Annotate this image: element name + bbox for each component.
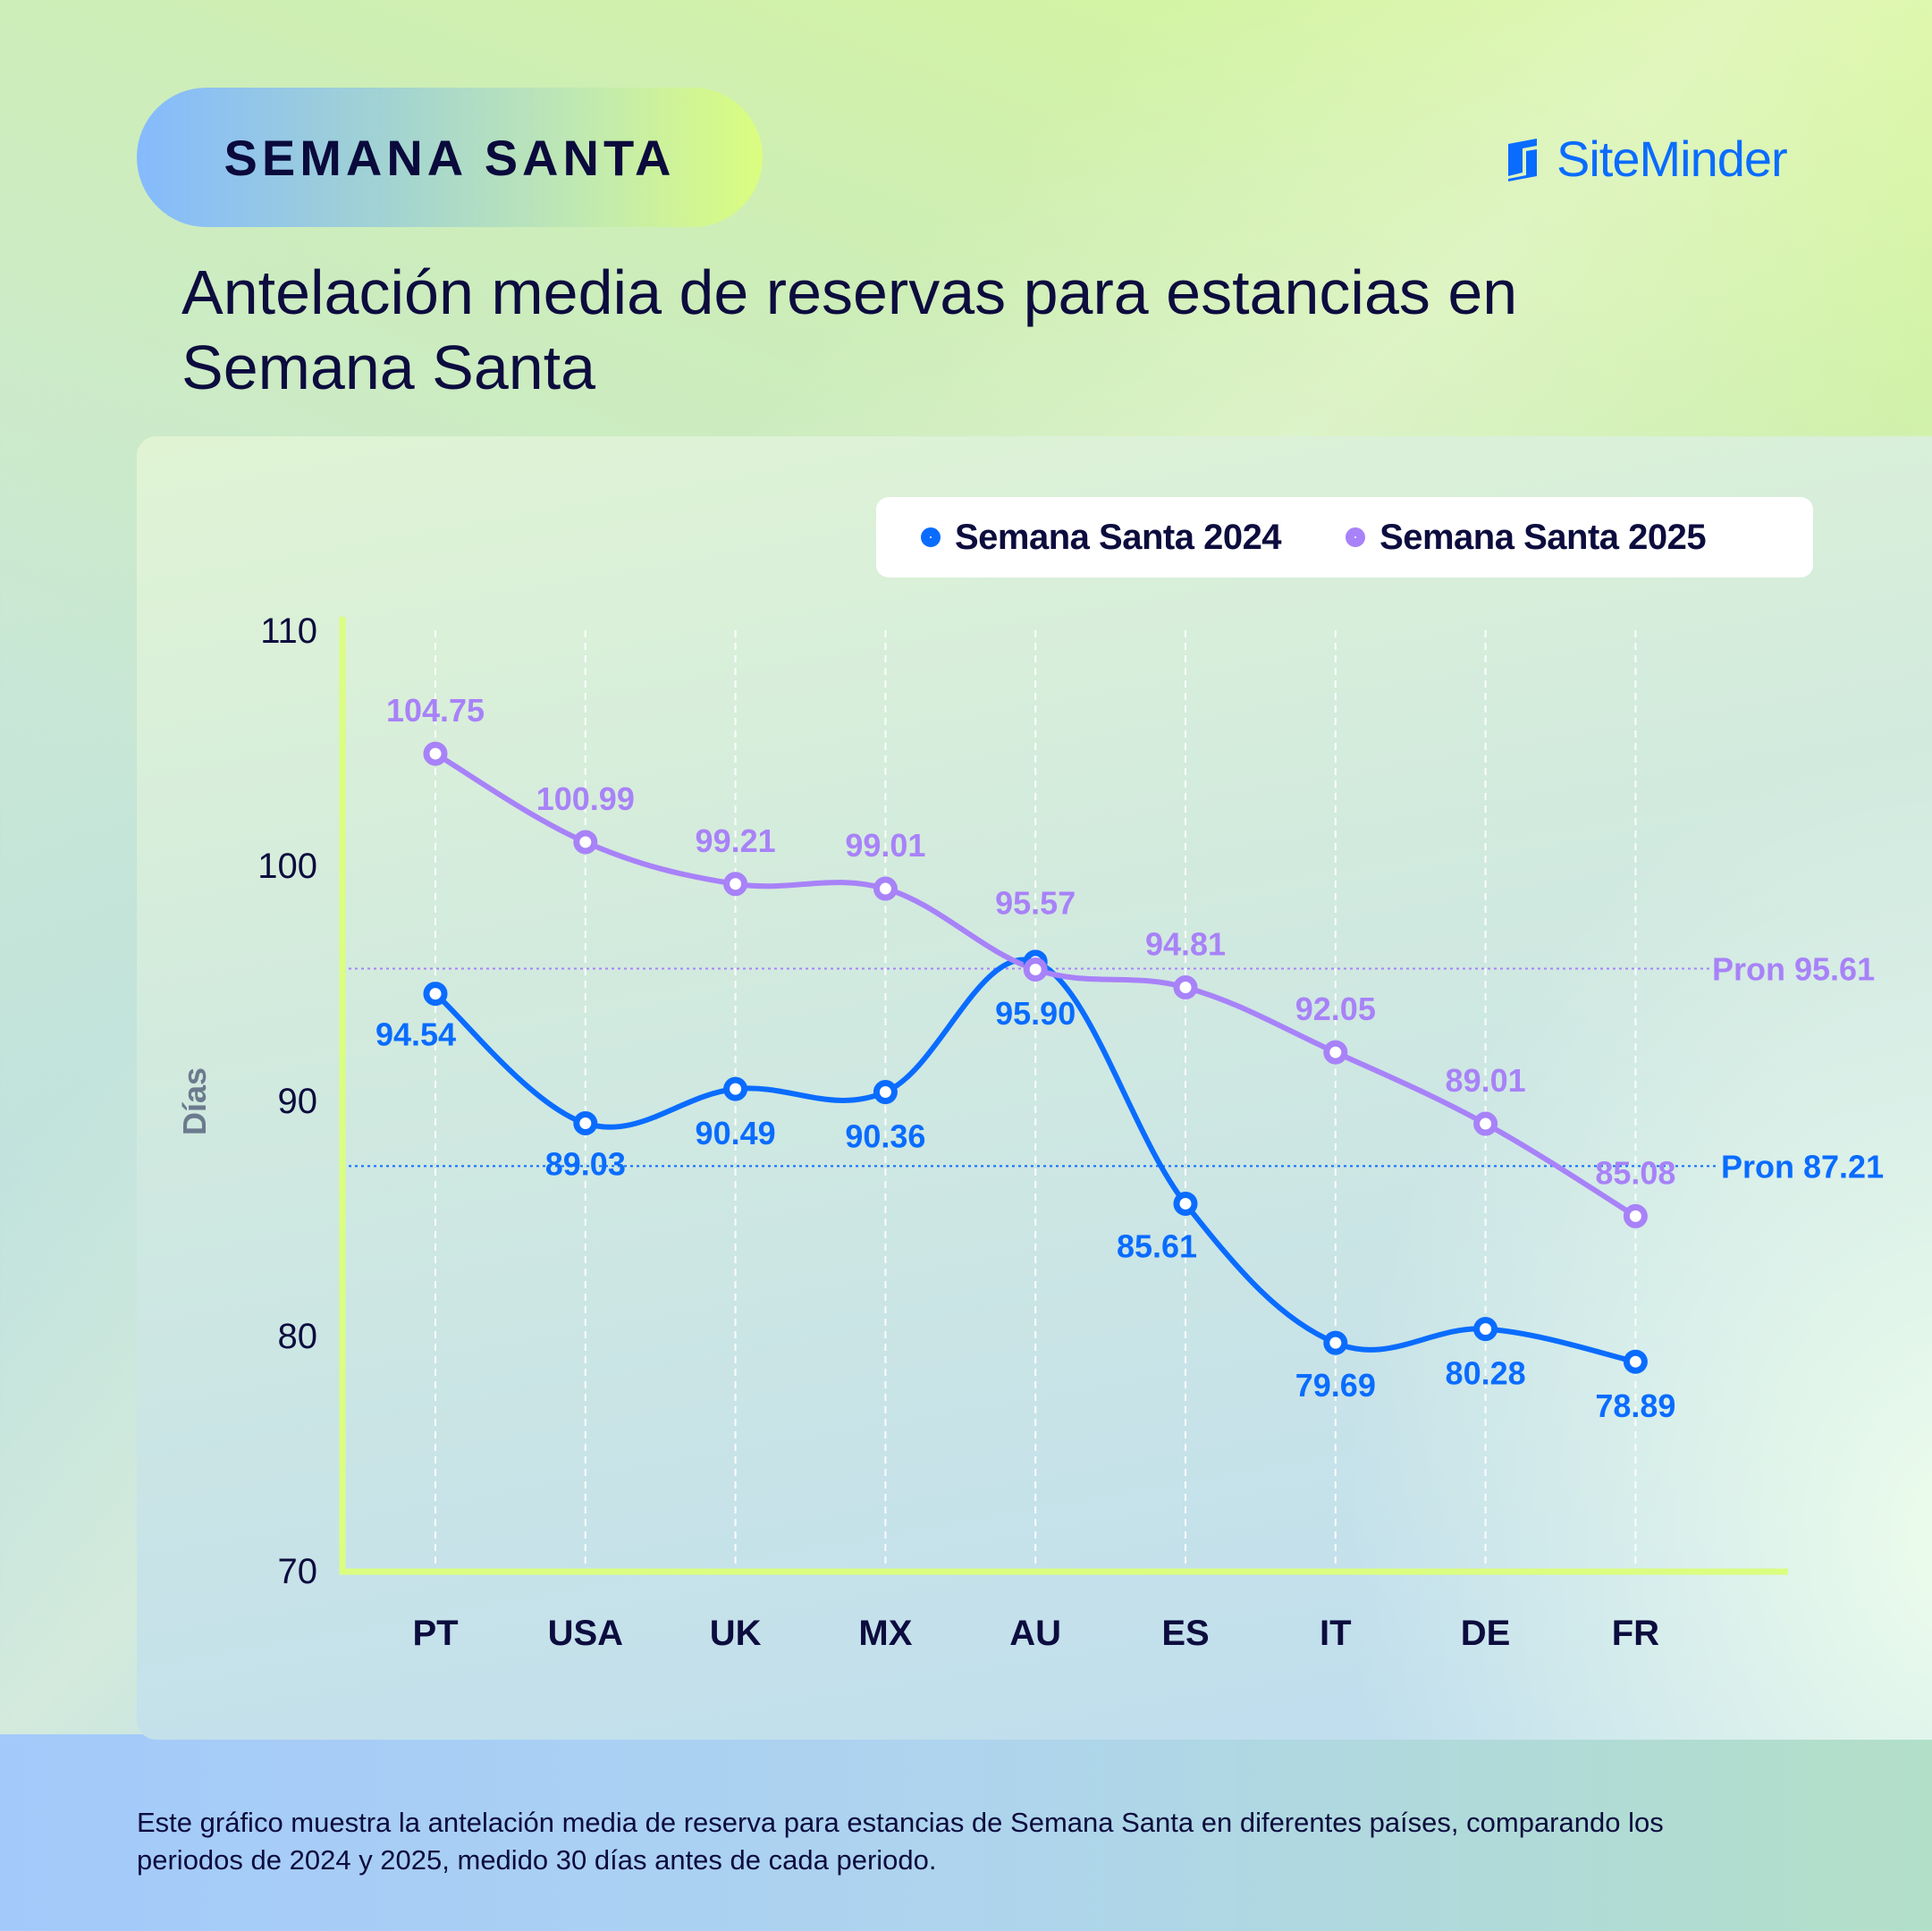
data-point-2024-usa — [573, 1111, 598, 1136]
footnote-line-1: Este gráfico muestra la antelación media… — [137, 1807, 1664, 1838]
reference-lines: Pron 95.61 Pron 87.21 — [342, 950, 1884, 1185]
y-tick-label: 100 — [257, 847, 317, 886]
y-tick-label: 80 — [278, 1317, 318, 1356]
data-label-2024-usa: 89.03 — [545, 1146, 626, 1183]
data-label-2024-fr: 78.89 — [1595, 1387, 1675, 1424]
x-tick-label: FR — [1612, 1614, 1659, 1653]
page-title: Antelación media de reservas para estanc… — [181, 255, 1612, 405]
data-label-2024-pt: 94.54 — [375, 1016, 456, 1053]
data-label-2024-it: 79.69 — [1295, 1367, 1376, 1404]
series-points — [423, 741, 1648, 1374]
data-point-2025-uk — [723, 872, 748, 897]
data-label-2025-pt: 104.75 — [386, 692, 485, 729]
category-badge: SEMANA SANTA — [137, 88, 763, 227]
axes — [339, 617, 1788, 1575]
x-tick-label: USA — [548, 1614, 623, 1653]
data-label-2024-mx: 90.36 — [845, 1118, 925, 1155]
data-point-2025-de — [1473, 1111, 1498, 1136]
footnote: Este gráfico muestra la antelación media… — [137, 1804, 1835, 1879]
y-axis-label: Días — [176, 1067, 213, 1135]
title-line-2: Semana Santa — [181, 333, 596, 402]
x-tick-label: ES — [1161, 1614, 1209, 1653]
vertical-gridlines — [434, 630, 1637, 1571]
data-point-2025-fr — [1623, 1203, 1648, 1228]
data-point-2025-pt — [423, 741, 448, 766]
legend-label-2025: Semana Santa 2025 — [1379, 517, 1707, 557]
data-label-2024-de: 80.28 — [1446, 1355, 1526, 1392]
data-point-2024-uk — [723, 1076, 748, 1101]
x-tick-label: AU — [1009, 1614, 1061, 1653]
data-label-2025-fr: 85.08 — [1595, 1154, 1675, 1191]
data-label-2025-mx: 99.01 — [845, 827, 925, 864]
x-tick-label: MX — [858, 1614, 912, 1653]
data-label-2024-es: 85.61 — [1117, 1227, 1197, 1264]
x-tick-labels: PT USA UK MX AU ES IT DE FR — [412, 1614, 1659, 1653]
legend-item-2024[interactable]: Semana Santa 2024 — [921, 517, 1282, 558]
y-tick-label: 90 — [278, 1082, 318, 1121]
data-point-2024-de — [1473, 1317, 1498, 1342]
data-label-2025-au: 95.57 — [995, 885, 1076, 922]
data-point-2024-pt — [423, 982, 448, 1007]
data-point-2025-usa — [573, 830, 598, 855]
legend-item-2025[interactable]: Semana Santa 2025 — [1346, 517, 1707, 558]
title-line-1: Antelación media de reservas para estanc… — [181, 257, 1518, 327]
legend-marker-2024-icon — [921, 527, 941, 547]
footer-background — [0, 1734, 1932, 1931]
data-label-2024-uk: 90.49 — [696, 1115, 776, 1151]
data-label-2024-au: 95.90 — [995, 995, 1076, 1032]
data-point-2024-mx — [873, 1080, 898, 1105]
data-point-2025-it — [1323, 1040, 1348, 1065]
legend-marker-2025-icon — [1346, 527, 1366, 547]
data-point-2024-it — [1323, 1330, 1348, 1355]
category-badge-label: SEMANA SANTA — [224, 129, 676, 186]
data-point-2025-mx — [873, 876, 898, 901]
y-tick-labels: 70 80 90 100 110 — [257, 611, 317, 1591]
data-label-2025-uk: 99.21 — [696, 822, 776, 859]
data-point-2024-es — [1173, 1191, 1198, 1216]
data-labels: 94.54 89.03 90.49 90.36 95.90 85.61 79.69 80.28… — [375, 692, 1675, 1424]
data-point-2024-fr — [1623, 1349, 1648, 1374]
footnote-line-2: periodos de 2024 y 2025, medido 30 días … — [137, 1844, 937, 1876]
reference-line-label: Pron 95.61 — [1712, 950, 1875, 987]
data-point-2025-au — [1023, 957, 1048, 982]
x-tick-label: DE — [1461, 1614, 1511, 1653]
y-tick-label: 110 — [260, 611, 317, 651]
data-point-2025-es — [1173, 974, 1198, 999]
data-label-2025-usa: 100.99 — [536, 780, 635, 817]
x-tick-label: PT — [412, 1614, 458, 1653]
brand-logo: SiteMinder — [1505, 130, 1788, 188]
legend-label-2024: Semana Santa 2024 — [955, 517, 1282, 557]
x-tick-label: IT — [1320, 1614, 1352, 1653]
siteminder-logo-icon — [1508, 138, 1537, 181]
data-label-2025-it: 92.05 — [1295, 991, 1376, 1027]
chart-legend: Semana Santa 2024 Semana Santa 2025 — [876, 497, 1813, 578]
data-label-2025-de: 89.01 — [1446, 1062, 1526, 1099]
data-label-2025-es: 94.81 — [1145, 925, 1226, 962]
y-tick-label: 70 — [278, 1552, 318, 1591]
reference-line-label: Pron 87.21 — [1721, 1148, 1884, 1185]
brand-name: SiteMinder — [1557, 131, 1788, 187]
x-tick-label: UK — [710, 1614, 762, 1653]
